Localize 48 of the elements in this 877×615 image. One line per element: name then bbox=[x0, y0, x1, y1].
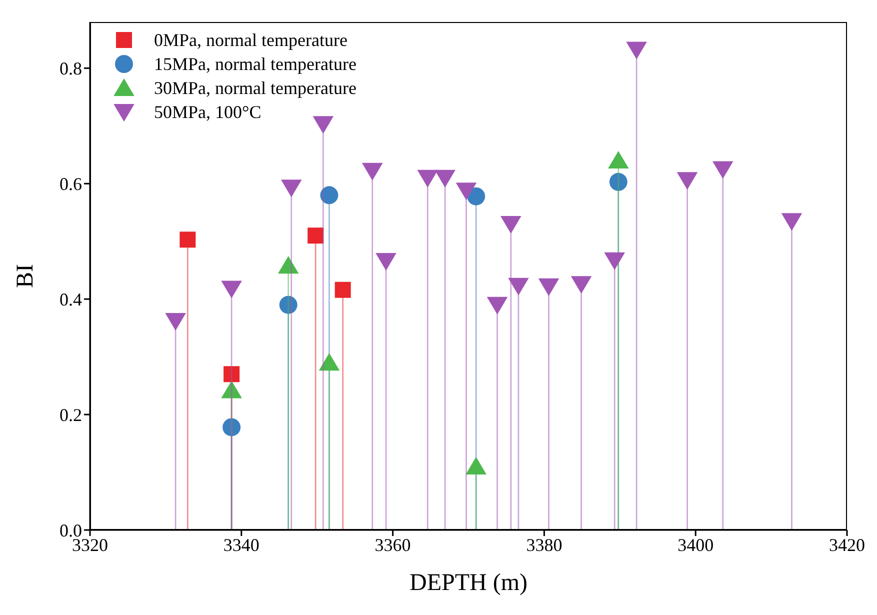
legend-label: 15MPa, normal temperature bbox=[154, 53, 356, 76]
x-axis-title: DEPTH (m) bbox=[410, 570, 528, 596]
point bbox=[180, 232, 196, 248]
point bbox=[221, 280, 242, 298]
point bbox=[434, 170, 456, 188]
y-tick-label: 0.4 bbox=[60, 289, 82, 310]
y-tick-label: 0.8 bbox=[60, 58, 82, 79]
point bbox=[222, 418, 241, 436]
x-tick-label: 3400 bbox=[678, 534, 714, 555]
x-tick-label: 3420 bbox=[829, 534, 865, 555]
point bbox=[500, 216, 522, 234]
y-tick-label: 0.2 bbox=[60, 404, 82, 425]
point bbox=[781, 213, 802, 231]
point bbox=[508, 278, 529, 296]
point bbox=[456, 182, 477, 200]
legend-label: 50MPa, 100°C bbox=[154, 101, 262, 124]
x-tick-label: 3360 bbox=[374, 534, 411, 555]
y-axis-title: BI bbox=[12, 264, 39, 288]
point bbox=[280, 180, 302, 198]
point bbox=[712, 161, 734, 179]
point bbox=[334, 282, 351, 298]
point bbox=[320, 186, 338, 204]
point bbox=[609, 172, 628, 191]
legend-label: 30MPa, normal temperature bbox=[154, 77, 356, 100]
point bbox=[362, 162, 383, 181]
point bbox=[570, 276, 592, 294]
point bbox=[376, 252, 396, 271]
point bbox=[165, 313, 186, 331]
point bbox=[221, 380, 242, 398]
point bbox=[486, 296, 508, 314]
point bbox=[676, 172, 698, 190]
y-tick-label: 0.0 bbox=[60, 520, 82, 540]
point bbox=[279, 296, 298, 314]
x-tick-label: 3380 bbox=[526, 534, 562, 555]
y-tick-label: 0.6 bbox=[60, 174, 82, 194]
point bbox=[466, 456, 486, 474]
point bbox=[626, 42, 647, 60]
point bbox=[538, 278, 560, 296]
point bbox=[467, 187, 486, 206]
point bbox=[417, 170, 438, 188]
point bbox=[278, 256, 299, 274]
point bbox=[318, 352, 340, 371]
point bbox=[312, 116, 334, 134]
point bbox=[224, 366, 240, 382]
x-tick-label: 3340 bbox=[223, 534, 260, 555]
point bbox=[604, 252, 625, 270]
point bbox=[308, 228, 324, 244]
legend-label: 0MPa, normal temperature bbox=[154, 29, 348, 52]
